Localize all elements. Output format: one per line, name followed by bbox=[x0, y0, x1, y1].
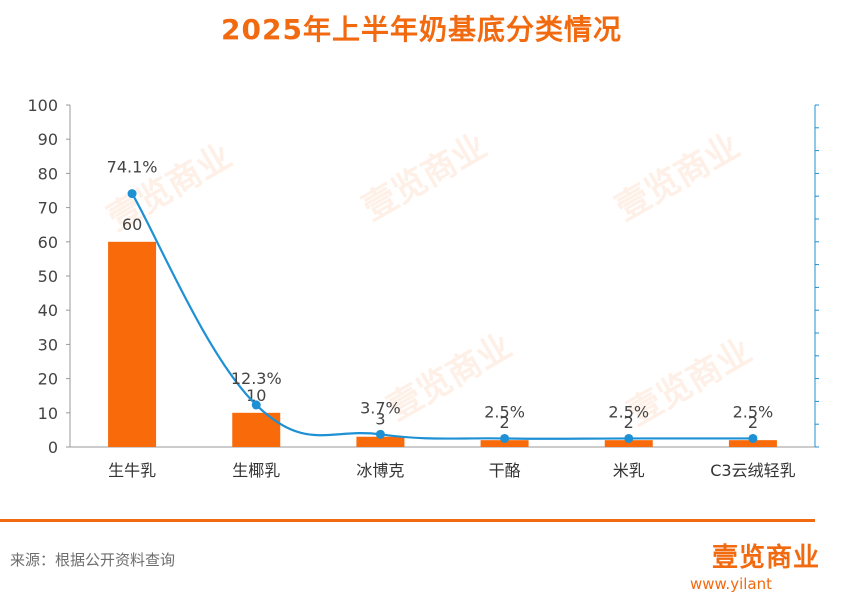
chart-title: 2025年上半年奶基底分类情况 bbox=[221, 13, 622, 46]
divider bbox=[0, 519, 815, 522]
line-value-label: 12.3% bbox=[231, 369, 282, 388]
line-value-label: 2.5% bbox=[484, 402, 525, 421]
y-tick-label: 0 bbox=[48, 438, 58, 457]
line-point bbox=[500, 433, 510, 443]
x-tick-label: 生牛乳 bbox=[108, 461, 156, 480]
line-point bbox=[748, 433, 758, 443]
y-tick-label: 40 bbox=[38, 301, 58, 320]
y-tick-label: 20 bbox=[38, 370, 58, 389]
bar-value-label: 3 bbox=[375, 410, 385, 429]
line-value-label: 2.5% bbox=[733, 402, 774, 421]
brand-logo: 壹览商业 bbox=[712, 543, 821, 573]
line-point bbox=[375, 429, 385, 439]
bar bbox=[604, 440, 653, 447]
x-tick-label: 干酪 bbox=[489, 461, 521, 480]
chart-area: 010203040506070809010060103 2 2 2生牛乳 生椰乳 冰博克干… bbox=[27, 96, 819, 480]
y-tick-label: 100 bbox=[27, 96, 58, 115]
y-tick-label: 60 bbox=[38, 233, 58, 252]
line-value-label: 2.5% bbox=[608, 402, 649, 421]
y-tick-label: 90 bbox=[38, 130, 58, 149]
y-tick-label: 30 bbox=[38, 335, 58, 354]
y-tick-label: 10 bbox=[38, 404, 58, 423]
bar-value-label: 2 bbox=[624, 413, 634, 432]
y-tick-label: 50 bbox=[38, 267, 58, 286]
x-tick-label: 生椰乳 bbox=[232, 461, 280, 480]
line-point bbox=[624, 433, 634, 443]
bar bbox=[108, 241, 157, 447]
x-tick-label: 冰博克 bbox=[356, 461, 404, 480]
line-point bbox=[127, 189, 137, 199]
line-point bbox=[251, 400, 261, 410]
bar-value-label: 60 bbox=[122, 215, 142, 234]
bar bbox=[728, 440, 777, 447]
line-value-label: 3.7% bbox=[360, 398, 401, 417]
bar bbox=[356, 436, 405, 447]
y-tick-label: 80 bbox=[38, 164, 58, 183]
bar-value-label: 2 bbox=[499, 413, 509, 432]
brand-url: www.yilant bbox=[690, 575, 772, 593]
line-value-label: 74.1% bbox=[107, 158, 158, 177]
y-tick-label: 70 bbox=[38, 199, 58, 218]
bar-value-label: 2 bbox=[748, 413, 758, 432]
bar bbox=[480, 440, 529, 447]
source-note: 来源：根据公开资料查询 bbox=[10, 551, 176, 569]
share-line bbox=[131, 193, 753, 440]
x-tick-label: 米乳 bbox=[613, 461, 645, 480]
x-tick-label: C3云绒轻乳 bbox=[710, 461, 795, 480]
